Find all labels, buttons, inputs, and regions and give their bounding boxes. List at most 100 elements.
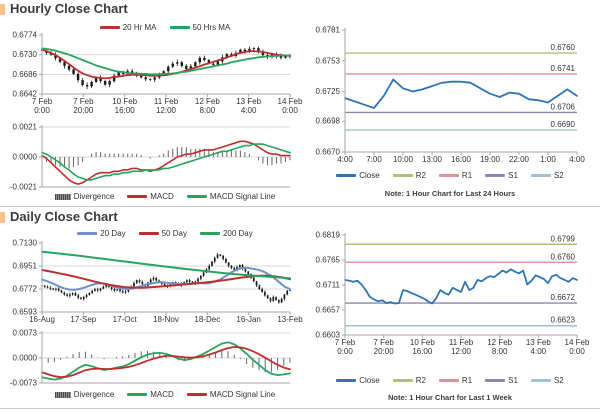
svg-text:0.6753: 0.6753 (316, 56, 341, 65)
svg-text:10 Feb: 10 Feb (112, 97, 137, 106)
hourly-price-legend: 20 Hr MA 50 Hrs MA (45, 23, 285, 32)
legend-item-macd: MACD (127, 192, 174, 201)
svg-text:0.6593: 0.6593 (13, 308, 38, 317)
svg-text:0:00: 0:00 (34, 106, 50, 115)
legend-label: MACD (150, 192, 174, 201)
svg-text:0.7130: 0.7130 (13, 239, 38, 248)
svg-text:4:00: 4:00 (241, 106, 257, 115)
svg-text:0.0000: 0.0000 (13, 354, 38, 363)
svg-text:0.6706: 0.6706 (551, 102, 576, 111)
line-swatch-icon (485, 174, 506, 177)
svg-text:8:00: 8:00 (200, 106, 216, 115)
line-swatch-icon (336, 174, 357, 177)
svg-text:0.6799: 0.6799 (551, 234, 576, 243)
legend-label: MACD Signal Line (209, 192, 276, 201)
svg-text:12:00: 12:00 (156, 106, 177, 115)
line-swatch-icon (99, 26, 120, 29)
svg-text:8:00: 8:00 (492, 347, 508, 356)
svg-text:13-Feb: 13-Feb (277, 315, 303, 324)
svg-text:7 Feb: 7 Feb (373, 338, 394, 347)
svg-text:0.6686: 0.6686 (13, 70, 38, 79)
svg-text:0.6741: 0.6741 (551, 64, 576, 73)
legend-item-s2: S2 (530, 171, 564, 180)
section-divider (0, 206, 600, 207)
legend-label: MACD Signal Line (209, 390, 276, 399)
svg-text:0.6730: 0.6730 (13, 50, 38, 59)
legend-label: S1 (508, 171, 518, 180)
svg-text:0.6760: 0.6760 (551, 43, 576, 52)
daily-section-title: Daily Close Chart (10, 209, 118, 224)
svg-text:11 Feb: 11 Feb (449, 338, 474, 347)
legend-label: 20 Hr MA (122, 23, 157, 32)
svg-text:0:00: 0:00 (337, 347, 353, 356)
svg-text:16:00: 16:00 (451, 155, 472, 164)
svg-text:13:00: 13:00 (422, 155, 443, 164)
legend-item-macd-signal-line: MACD Signal Line (186, 192, 276, 201)
svg-text:0.6760: 0.6760 (551, 252, 576, 261)
svg-text:12:00: 12:00 (451, 347, 472, 356)
svg-text:22:00: 22:00 (509, 155, 530, 164)
legend-item-r1: R1 (438, 376, 473, 385)
svg-text:17-Sep: 17-Sep (70, 315, 96, 324)
legend-item-20-hr-ma: 20 Hr MA (99, 23, 157, 32)
svg-text:1:00: 1:00 (540, 155, 556, 164)
svg-text:0.0021: 0.0021 (13, 123, 38, 132)
divergence-swatch-icon (54, 391, 71, 398)
divergence-swatch-icon (54, 193, 71, 200)
legend-item-50-day: 50 Day (138, 229, 187, 238)
svg-text:10 Feb: 10 Feb (410, 338, 435, 347)
svg-text:0.0000: 0.0000 (13, 153, 38, 162)
legend-item-divergence: Divergence (54, 390, 114, 399)
svg-text:4:00: 4:00 (569, 155, 585, 164)
svg-text:0.6765: 0.6765 (316, 256, 341, 265)
legend-label: Divergence (73, 192, 115, 201)
svg-text:0.6603: 0.6603 (316, 331, 341, 340)
legend-item-r2: R2 (392, 376, 426, 385)
daily-macd-chart[interactable]: 0.0073 0.0000 -0.0073 (3, 327, 299, 389)
weekly-sr-legend: Close R2 R1 S1 S2 (305, 376, 595, 385)
line-swatch-icon (169, 26, 190, 29)
svg-text:16:00: 16:00 (115, 106, 136, 115)
line-swatch-icon (199, 232, 220, 235)
svg-text:18-Nov: 18-Nov (153, 315, 179, 324)
hourly-macd-legend: Divergence MACD MACD Signal Line (45, 192, 285, 201)
hourly-macd-chart[interactable]: 0.0021 0.0000 -0.0021 (3, 119, 299, 193)
legend-label: R1 (461, 376, 473, 385)
svg-text:0.0073: 0.0073 (13, 329, 38, 338)
svg-text:0.6690: 0.6690 (551, 120, 576, 129)
svg-text:-0.0021: -0.0021 (10, 183, 38, 192)
daily-accent-mark (0, 212, 5, 223)
svg-text:0.6772: 0.6772 (13, 285, 38, 294)
line-swatch-icon (186, 393, 207, 396)
svg-text:17-Oct: 17-Oct (113, 315, 138, 324)
svg-text:4:00: 4:00 (337, 155, 353, 164)
legend-item-s1: S1 (485, 376, 518, 385)
line-swatch-icon (438, 174, 459, 177)
line-swatch-icon (530, 174, 551, 177)
line-swatch-icon (186, 195, 207, 198)
legend-label: R2 (415, 376, 426, 385)
legend-label: 20 Day (100, 229, 126, 238)
svg-text:7 Feb: 7 Feb (32, 97, 53, 106)
line-swatch-icon (438, 379, 459, 382)
svg-text:11 Feb: 11 Feb (154, 97, 179, 106)
svg-text:0.6774: 0.6774 (13, 31, 38, 40)
legend-item-r2: R2 (392, 171, 426, 180)
legend-label: S2 (553, 171, 564, 180)
hourly-section-title: Hourly Close Chart (10, 1, 128, 16)
line-swatch-icon (392, 174, 413, 177)
legend-label: 50 Hrs MA (192, 23, 231, 32)
line-swatch-icon (530, 379, 551, 382)
svg-text:0.6951: 0.6951 (13, 262, 38, 271)
hourly-sr-legend: Close R2 R1 S1 S2 (305, 171, 595, 180)
svg-text:16:00: 16:00 (412, 347, 433, 356)
svg-text:0.6781: 0.6781 (316, 26, 341, 35)
svg-text:13 Feb: 13 Feb (236, 97, 261, 106)
legend-label: R1 (461, 171, 473, 180)
legend-item-50-hrs-ma: 50 Hrs MA (169, 23, 231, 32)
